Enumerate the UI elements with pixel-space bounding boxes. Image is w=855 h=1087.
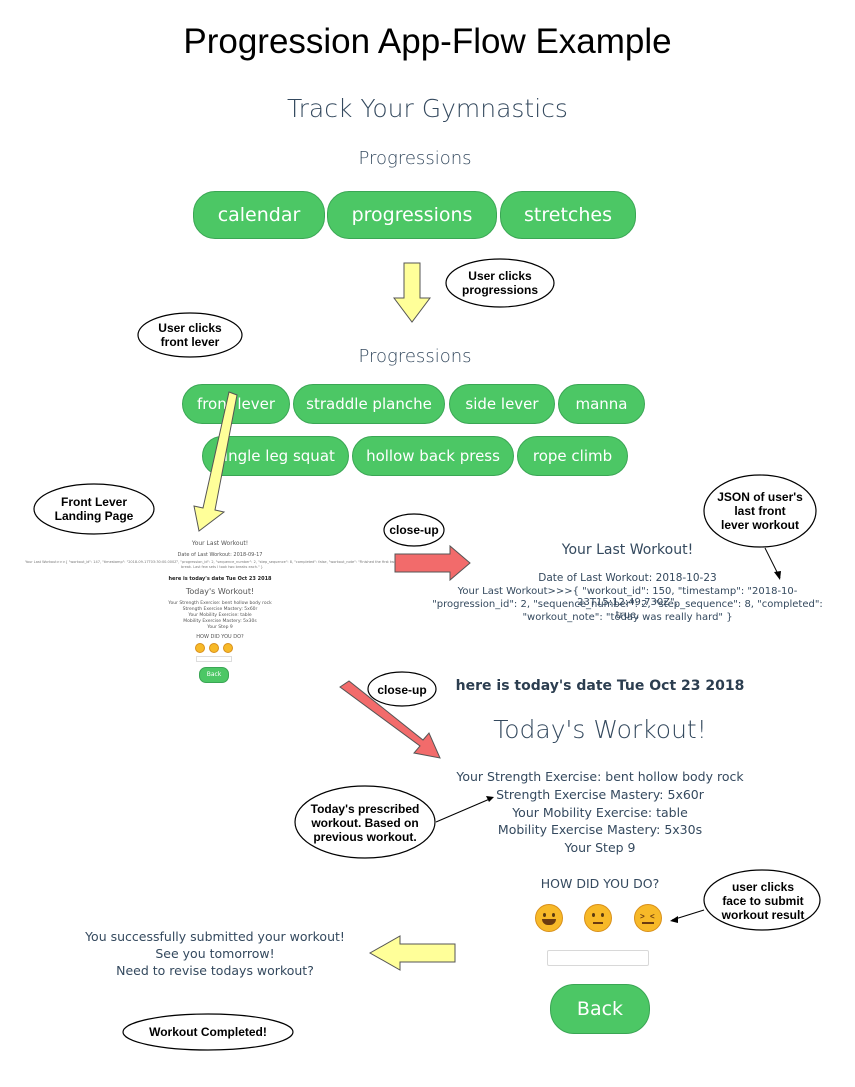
thumb-last-workout: Your Last Workout! [191, 540, 249, 547]
happy-face-icon[interactable] [535, 904, 563, 932]
thumb-neutral-face-icon[interactable] [209, 643, 219, 653]
cloud-shape [294, 785, 436, 859]
closeup-exercise-line: Your Step 9 [564, 840, 636, 855]
cloud-shape [367, 671, 437, 707]
straddle-planche-button[interactable]: straddle planche [293, 384, 445, 424]
cloud-shape [703, 474, 817, 548]
callout-todays-prescribed: Today's prescribed workout. Based on previ… [310, 802, 420, 844]
callout-json-note: JSON of user's last front lever workout [717, 490, 803, 532]
stretches-button[interactable]: stretches [500, 191, 636, 239]
hollow-back-press-button[interactable]: hollow back press [352, 436, 514, 476]
thumb-frustrated-face-icon[interactable] [223, 643, 233, 653]
rope-climb-button[interactable]: rope climb [517, 436, 628, 476]
closeup-todays-title: Today's Workout! [493, 715, 707, 744]
app-heading: Track Your Gymnastics [287, 94, 568, 123]
progressions-button[interactable]: progressions [327, 191, 497, 239]
closeup-how-did-you-do: HOW DID YOU DO? [540, 876, 660, 891]
cloud-shape [703, 869, 821, 931]
pointer-line [435, 797, 493, 823]
thumb-line: Mobility Exercise Mastery: 5x30s [183, 619, 257, 624]
closeup-json-line: "progression_id": 2, "sequence_number": … [432, 599, 823, 621]
thumb-line: Your Strength Exercise: bent hollow body… [168, 601, 272, 606]
closeup-exercise-line: Mobility Exercise Mastery: 5x30s [497, 822, 703, 837]
manna-button[interactable]: manna [558, 384, 645, 424]
diagonal-arrow-icon [193, 391, 238, 532]
callout-user-clicks-front-lever: User clicks front lever [158, 321, 222, 349]
completed-revise-link[interactable]: Need to revise todays workout? [116, 963, 314, 978]
single-leg-squat-button[interactable]: single leg squat [202, 436, 349, 476]
thumb-json: Your Last Workout>>>{ "workout_id": 147,… [25, 560, 419, 569]
thumb-line: Strength Exercise Mastery: 5x60r [182, 607, 258, 612]
callout-closeup-1: close-up [389, 523, 439, 537]
closeup-last-title: Your Last Workout! [561, 542, 694, 558]
callout-closeup-2: close-up [377, 683, 427, 697]
completed-message: You successfully submitted your workout! [85, 929, 345, 944]
thumb-back-button[interactable]: Back [199, 667, 229, 683]
closeup-today-date: here is today's date Tue Oct 23 2018 [455, 678, 745, 694]
completed-see-you: See you tomorrow! [155, 946, 275, 961]
thumb-how: HOW DID YOU DO? [196, 634, 244, 640]
back-button[interactable]: Back [550, 984, 650, 1034]
thumb-today-date: here is today's date Tue Oct 23 2018 [168, 576, 272, 582]
thumb-todays-workout: Today's Workout! [185, 587, 255, 596]
thumb-happy-face-icon[interactable] [195, 643, 205, 653]
left-arrow-icon [368, 935, 456, 971]
neutral-face-icon[interactable] [584, 904, 612, 932]
side-lever-button[interactable]: side lever [449, 384, 555, 424]
progressions-subheading: Progressions [358, 148, 472, 169]
closeup-exercise-line: Your Strength Exercise: bent hollow body… [456, 769, 744, 784]
progressions-heading: Progressions [358, 346, 472, 367]
cloud-shape [122, 1013, 294, 1051]
callout-user-clicks-face: user clicks face to submit workout result [721, 880, 805, 922]
thumb-line: Your Step 9 [207, 625, 233, 630]
calendar-button[interactable]: calendar [193, 191, 325, 239]
right-arrow-icon [394, 544, 471, 582]
callout-workout-completed: Workout Completed! [149, 1025, 267, 1039]
thumb-input[interactable] [196, 656, 232, 662]
page-title: Progression App-Flow Example [183, 22, 672, 61]
closeup-last-date: Date of Last Workout: 2018-10-23 [538, 572, 717, 584]
callout-user-clicks-progressions: User clicks progressions [461, 269, 539, 297]
cloud-shape [137, 312, 243, 358]
front-lever-button[interactable]: front lever [182, 384, 290, 424]
closeup-json-line: Your Last Workout>>>{ "workout_id": 150,… [457, 586, 798, 608]
cloud-shape [383, 513, 445, 547]
thumb-line: Your Mobility Exercise: table [188, 613, 252, 618]
cloud-shape [33, 483, 155, 535]
callout-front-lever-landing: Front Lever Landing Page [54, 495, 134, 523]
diagonal-red-arrow-icon [339, 680, 441, 759]
workout-note-input[interactable] [547, 950, 649, 966]
thumb-date: Date of Last Workout: 2018-09-17 [177, 552, 263, 558]
cloud-shape [445, 258, 555, 308]
closeup-json-line: "workout_note": "today was really hard" … [522, 612, 733, 623]
closeup-exercise-line: Your Mobility Exercise: table [512, 805, 688, 820]
down-arrow-icon [393, 262, 431, 323]
closeup-exercise-line: Strength Exercise Mastery: 5x60r [496, 787, 704, 802]
frustrated-face-icon[interactable]: > < [634, 904, 662, 932]
